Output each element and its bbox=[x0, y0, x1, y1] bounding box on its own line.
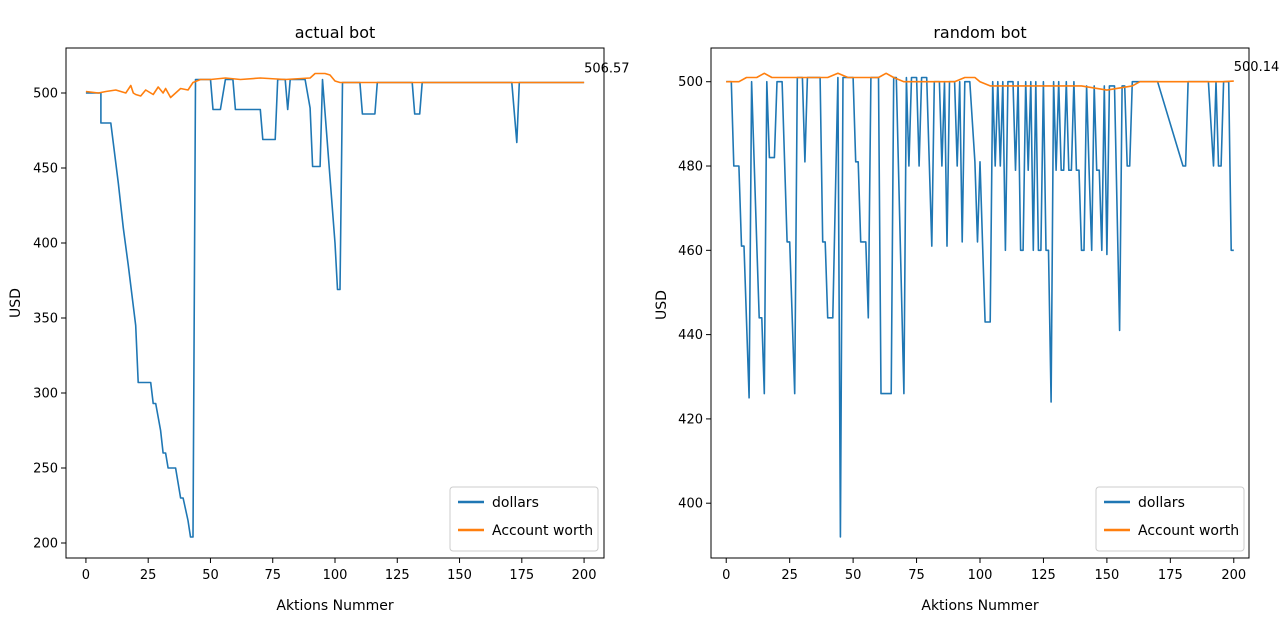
x-tick-label: 150 bbox=[447, 568, 472, 583]
y-tick-label: 480 bbox=[678, 160, 703, 175]
x-tick-label: 75 bbox=[264, 568, 281, 583]
legend-box bbox=[449, 486, 599, 552]
legend-label-account-worth: Account worth bbox=[492, 523, 593, 539]
legend-label-account-worth: Account worth bbox=[1138, 523, 1239, 539]
y-tick-label: 300 bbox=[33, 387, 58, 402]
series-lines bbox=[726, 72, 1234, 538]
x-tick-label: 50 bbox=[845, 568, 862, 583]
y-tick-label: 350 bbox=[33, 312, 58, 327]
chart-actual-bot: actual bot 0 25 50 75 100 125 150 175 200 200 250 3… bbox=[8, 23, 630, 614]
y-tick-label: 440 bbox=[678, 328, 703, 343]
x-tick-label: 0 bbox=[722, 568, 730, 583]
y-tick-label: 420 bbox=[678, 412, 703, 427]
y-tick-label: 500 bbox=[33, 87, 58, 102]
x-tick-label: 175 bbox=[1158, 568, 1183, 583]
x-tick-label: 125 bbox=[385, 568, 410, 583]
legend-label-dollars: dollars bbox=[1138, 495, 1185, 511]
axis-ticks: 0 25 50 75 100 125 150 175 200 200 250 300 350 400 450… bbox=[33, 87, 596, 584]
y-tick-label: 200 bbox=[33, 537, 58, 552]
chart-random-bot: random bot 0 25 50 75 100 125 150 175 200 400 420 4… bbox=[654, 23, 1279, 614]
legend: dollars Account worth bbox=[449, 486, 599, 552]
series-line-account-worth bbox=[85, 72, 585, 99]
axis-ticks: 0 25 50 75 100 125 150 175 200 400 420 440 460 480 500 bbox=[678, 75, 1246, 583]
series-line-dollars bbox=[85, 78, 585, 538]
x-axis-label: Aktions Nummer bbox=[276, 598, 393, 614]
y-tick-label: 250 bbox=[33, 462, 58, 477]
end-value-label: 500.14 bbox=[1234, 60, 1280, 75]
x-tick-label: 200 bbox=[572, 568, 597, 583]
series-line-dollars bbox=[726, 76, 1234, 538]
plot-area-left: 0 25 50 75 100 125 150 175 200 200 250 300 350 400 450… bbox=[33, 47, 605, 584]
x-tick-label: 175 bbox=[509, 568, 534, 583]
x-tick-label: 100 bbox=[968, 568, 993, 583]
y-axis-label: USD bbox=[654, 290, 670, 320]
x-tick-label: 150 bbox=[1094, 568, 1119, 583]
x-tick-label: 25 bbox=[781, 568, 798, 583]
chart-title: actual bot bbox=[295, 23, 376, 42]
y-tick-label: 400 bbox=[33, 237, 58, 252]
legend-box bbox=[1095, 486, 1245, 552]
series-lines bbox=[85, 72, 585, 538]
y-tick-label: 500 bbox=[678, 75, 703, 90]
y-axis-label: USD bbox=[8, 288, 24, 318]
x-tick-label: 100 bbox=[323, 568, 348, 583]
y-tick-label: 450 bbox=[33, 162, 58, 177]
end-value-label: 506.57 bbox=[584, 62, 630, 77]
chart-title: random bot bbox=[933, 23, 1026, 42]
x-tick-label: 200 bbox=[1221, 568, 1246, 583]
series-line-account-worth bbox=[726, 72, 1234, 91]
axes-frame bbox=[65, 47, 605, 559]
axes-frame bbox=[710, 47, 1250, 559]
plot-area-right: 0 25 50 75 100 125 150 175 200 400 420 440 460 480 500 bbox=[678, 47, 1250, 583]
x-tick-label: 75 bbox=[908, 568, 925, 583]
legend-label-dollars: dollars bbox=[492, 495, 539, 511]
y-tick-label: 460 bbox=[678, 244, 703, 259]
x-tick-label: 25 bbox=[140, 568, 157, 583]
x-tick-label: 50 bbox=[202, 568, 219, 583]
y-tick-label: 400 bbox=[678, 497, 703, 512]
x-tick-label: 125 bbox=[1031, 568, 1056, 583]
legend: dollars Account worth bbox=[1095, 486, 1245, 552]
x-tick-label: 0 bbox=[82, 568, 90, 583]
x-axis-label: Aktions Nummer bbox=[921, 598, 1038, 614]
